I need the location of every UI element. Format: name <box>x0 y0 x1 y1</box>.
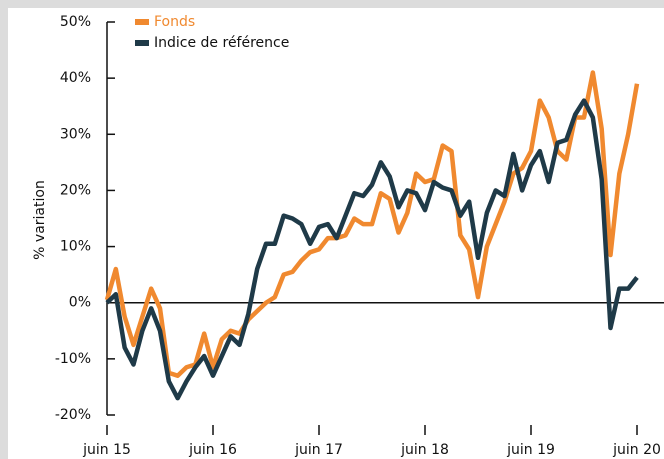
y-tick-label: 10% <box>60 239 91 255</box>
y-tick-label: 30% <box>60 126 91 142</box>
y-tick-label: 20% <box>60 182 91 198</box>
y-tick-label: -20% <box>55 407 91 423</box>
x-tick-label: juin 16 <box>188 442 237 458</box>
series-line <box>105 98 639 401</box>
legend-swatch <box>135 40 149 46</box>
y-tick-label: -10% <box>55 351 91 367</box>
series-line <box>104 70 640 378</box>
y-tick-label: 0% <box>69 295 91 311</box>
legend-label: Indice de référence <box>154 35 289 51</box>
y-tick-label: 50% <box>60 14 91 30</box>
x-tick-label: juin 15 <box>82 442 131 458</box>
x-tick-label: juin 20 <box>612 442 661 458</box>
x-tick-label: juin 18 <box>400 442 449 458</box>
x-tick-label: juin 19 <box>506 442 555 458</box>
legend-label: Fonds <box>154 14 195 30</box>
x-tick-label: juin 17 <box>294 442 343 458</box>
y-axis-label: % variation <box>32 180 48 260</box>
legend-swatch <box>135 19 149 25</box>
y-tick-label: 40% <box>60 70 91 86</box>
